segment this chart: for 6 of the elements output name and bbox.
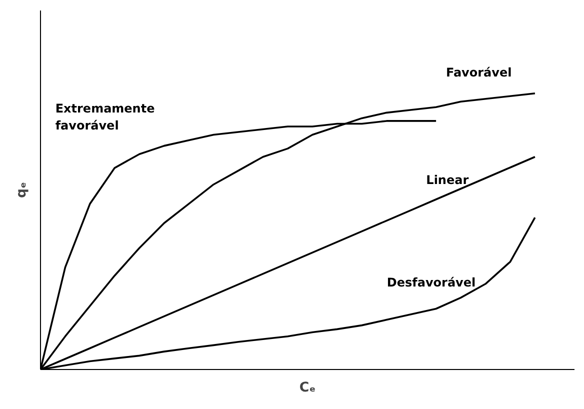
y-axis-title: qₑ [14, 182, 30, 198]
series-label: Desfavorável [386, 275, 476, 290]
x-axis-title: Cₑ [299, 380, 316, 396]
series-label: Linear [426, 173, 469, 188]
series-label: Extremamente favorável [55, 102, 155, 132]
series-label: Favorável [446, 66, 512, 80]
